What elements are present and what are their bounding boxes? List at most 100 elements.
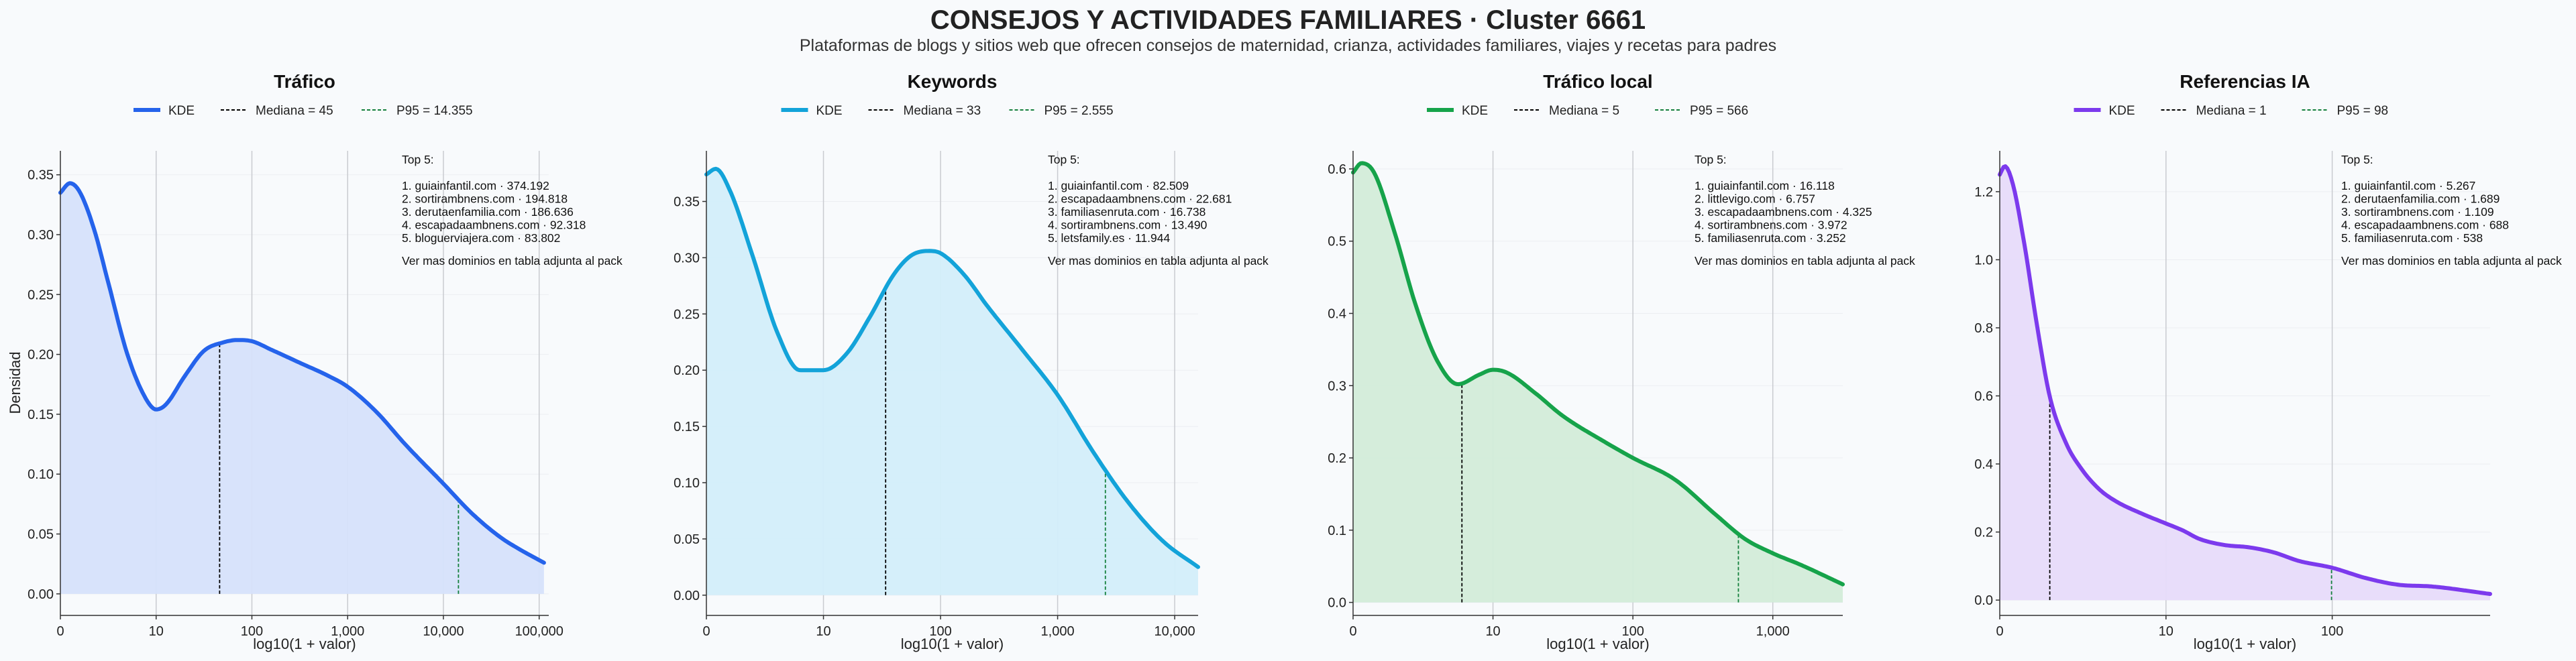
top5-item: 2. littlevigo.com · 6.757 [1695, 192, 1815, 206]
panel-title: Referencias IA [2180, 71, 2310, 92]
legend-kde-label: KDE [2109, 104, 2135, 118]
top5-item: 4. sortirambnens.com · 13.490 [1048, 219, 1208, 232]
y-tick-label: 0.20 [28, 348, 54, 363]
y-tick-label: 0.0 [1328, 596, 1346, 611]
top5-item: 2. derutaenfamilia.com · 1.689 [2341, 192, 2500, 206]
chart-panel-2: Keywords KDE Mediana = 33 P95 = 2.555 0.00 0.… [674, 71, 1269, 652]
x-tick-label: 100 [241, 624, 263, 639]
top5-item: 3. derutaenfamilia.com · 186.636 [402, 205, 574, 219]
top5-item: 1. guiainfantil.com · 16.118 [1695, 179, 1835, 192]
kde-line [58, 181, 546, 565]
top5-item: 5. familiasenruta.com · 3.252 [1695, 231, 1846, 245]
top5-note: Ver mas dominios en tabla adjunta al pac… [402, 254, 623, 267]
legend-median-label: Mediana = 33 [904, 104, 981, 118]
chart-panel-4: Referencias IA KDE Mediana = 1 P95 = 98 0.0 0… [1974, 71, 2562, 652]
top5-note: Ver mas dominios en tabla adjunta al pac… [1695, 254, 1915, 267]
legend-median-label: Mediana = 1 [2196, 104, 2267, 118]
y-tick-label: 0.0 [1974, 593, 1993, 608]
x-tick-label: 0 [702, 624, 710, 639]
x-tick-label: 100 [1621, 624, 1644, 639]
legend-p95-label: P95 = 98 [2337, 104, 2389, 118]
x-tick-label: 10 [816, 624, 830, 639]
y-tick-label: 0.25 [674, 307, 700, 322]
top5-item: 3. escapadaambnens.com · 4.325 [1695, 205, 1872, 219]
x-tick-label: 100,000 [515, 624, 564, 639]
y-tick-label: 0.8 [1974, 321, 1993, 336]
kde-area [1353, 163, 1843, 603]
y-tick-label: 0.2 [1328, 451, 1346, 466]
kde-line [1351, 161, 1845, 587]
y-tick-label: 0.1 [1328, 524, 1346, 538]
y-tick-label: 0.2 [1974, 526, 1993, 540]
x-tick-label: 10 [1485, 624, 1500, 639]
top5-item: 1. guiainfantil.com · 82.509 [1048, 179, 1189, 192]
legend-median-label: Mediana = 45 [256, 104, 333, 118]
y-tick-label: 0.30 [28, 228, 54, 243]
top5-item: 5. bloguerviajera.com · 83.802 [402, 231, 560, 245]
x-tick-label: 0 [56, 624, 64, 639]
y-tick-label: 0.4 [1974, 457, 1993, 472]
y-tick-label: 0.25 [28, 288, 54, 302]
legend-p95-label: P95 = 566 [1690, 104, 1748, 118]
top5-item: 2. sortirambnens.com · 194.818 [402, 192, 568, 206]
top5-item: 5. letsfamily.es · 11.944 [1048, 231, 1170, 245]
legend-p95-label: P95 = 14.355 [396, 104, 473, 118]
y-tick-label: 0.10 [28, 467, 54, 482]
page-subtitle: Plataformas de blogs y sitios web que of… [799, 36, 1777, 55]
x-tick-label: 0 [1996, 624, 2003, 639]
y-tick-label: 1.0 [1974, 253, 1993, 267]
y-tick-label: 0.15 [28, 408, 54, 422]
top5-item: 3. sortirambnens.com · 1.109 [2341, 205, 2494, 219]
top5-item: 4. escapadaambnens.com · 688 [2341, 219, 2509, 232]
y-tick-label: 1.2 [1974, 185, 1993, 200]
top5-heading: Top 5: [402, 153, 434, 166]
x-tick-label: 100 [929, 624, 951, 639]
top5-item: 3. familiasenruta.com · 16.738 [1048, 205, 1205, 219]
x-axis-label: log10(1 + valor) [1546, 636, 1649, 652]
top5-item: 4. escapadaambnens.com · 92.318 [402, 219, 586, 232]
top5-note: Ver mas dominios en tabla adjunta al pac… [1048, 254, 1269, 267]
top5-note: Ver mas dominios en tabla adjunta al pac… [2341, 254, 2562, 267]
panel-title: Keywords [908, 71, 998, 92]
top5-item: 1. guiainfantil.com · 5.267 [2341, 179, 2475, 192]
y-tick-label: 0.35 [28, 168, 54, 183]
x-tick-label: 1,000 [1756, 624, 1790, 639]
y-tick-label: 0.05 [674, 532, 700, 547]
top5-heading: Top 5: [1048, 153, 1080, 166]
y-tick-label: 0.05 [28, 528, 54, 542]
y-tick-label: 0.20 [674, 363, 700, 378]
panel-title: Tráfico [274, 71, 335, 92]
top5-heading: Top 5: [2341, 153, 2373, 166]
y-tick-label: 0.5 [1328, 235, 1346, 249]
x-tick-label: 10,000 [423, 624, 464, 639]
x-tick-label: 1,000 [1041, 624, 1075, 639]
legend-kde-label: KDE [168, 104, 195, 118]
x-axis-label: log10(1 + valor) [901, 636, 1004, 652]
x-tick-label: 1,000 [331, 624, 364, 639]
x-tick-label: 0 [1349, 624, 1356, 639]
x-tick-label: 10 [2159, 624, 2174, 639]
legend-p95-label: P95 = 2.555 [1044, 104, 1114, 118]
y-tick-label: 0.10 [674, 476, 700, 491]
y-tick-label: 0.00 [28, 587, 54, 602]
y-tick-label: 0.6 [1974, 389, 1993, 404]
y-tick-label: 0.00 [674, 589, 700, 603]
chart-panel-1: Tráfico KDE Mediana = 45 P95 = 14.355 0.00 0.… [28, 71, 623, 652]
y-tick-label: 0.30 [674, 251, 700, 265]
legend-kde-label: KDE [1462, 104, 1488, 118]
top5-item: 2. escapadaambnens.com · 22.681 [1048, 192, 1232, 206]
page-title: CONSEJOS Y ACTIVIDADES FAMILIARES · Clus… [930, 5, 1646, 35]
legend-kde-label: KDE [816, 104, 843, 118]
kde-line [1998, 164, 2492, 596]
top5-item: 5. familiasenruta.com · 538 [2341, 231, 2483, 245]
x-tick-label: 100 [2321, 624, 2343, 639]
panel-title: Tráfico local [1543, 71, 1652, 92]
kde-line [704, 166, 1200, 569]
kde-area [60, 183, 544, 594]
x-axis-label: log10(1 + valor) [2194, 636, 2296, 652]
y-axis-label: Densidad [7, 352, 23, 414]
x-tick-label: 10,000 [1155, 624, 1195, 639]
kde-area [2000, 166, 2490, 601]
top5-heading: Top 5: [1695, 153, 1727, 166]
